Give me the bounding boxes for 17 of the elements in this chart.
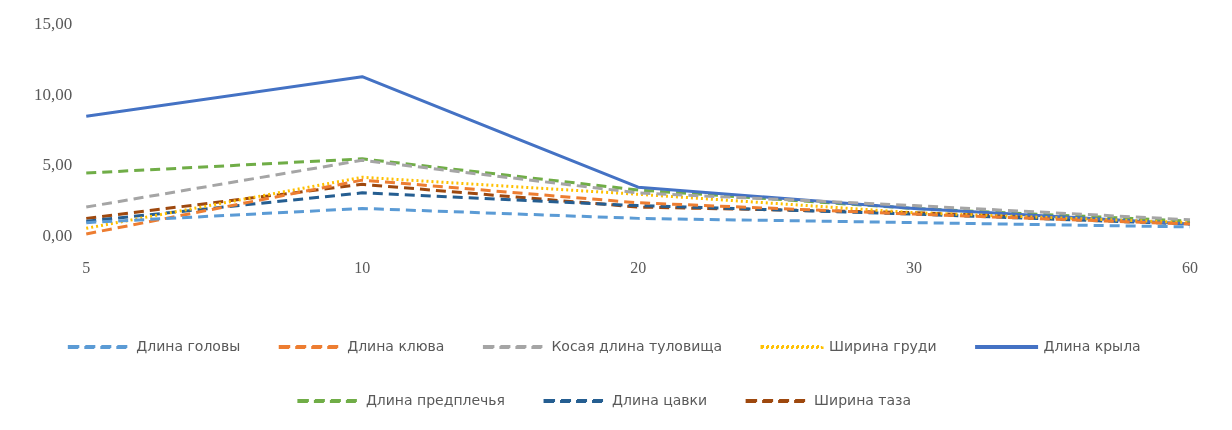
legend-label: Косая длина туловища <box>551 337 723 354</box>
x-tick-label: 5 <box>82 258 91 276</box>
y-tick-label: 5,00 <box>42 155 73 175</box>
legend-label: Длина головы <box>136 337 241 354</box>
x-tick-label: 60 <box>1182 258 1198 276</box>
legend-label: Длина цавки <box>612 391 708 408</box>
y-tick-label: 10,00 <box>34 84 73 104</box>
x-tick-label: 30 <box>906 258 923 276</box>
legend-label: Длина клюва <box>347 337 445 354</box>
x-tick-label: 20 <box>630 258 647 276</box>
y-tick-label: 0,00 <box>42 226 73 246</box>
legend-label: Длина крыла <box>1043 337 1141 354</box>
legend-label: Ширина таза <box>814 391 912 408</box>
y-tick-label: 15,00 <box>34 13 73 33</box>
legend-label: Ширина груди <box>829 337 937 354</box>
x-tick-label: 10 <box>354 258 371 276</box>
legend-label: Длина предплечья <box>365 391 506 408</box>
